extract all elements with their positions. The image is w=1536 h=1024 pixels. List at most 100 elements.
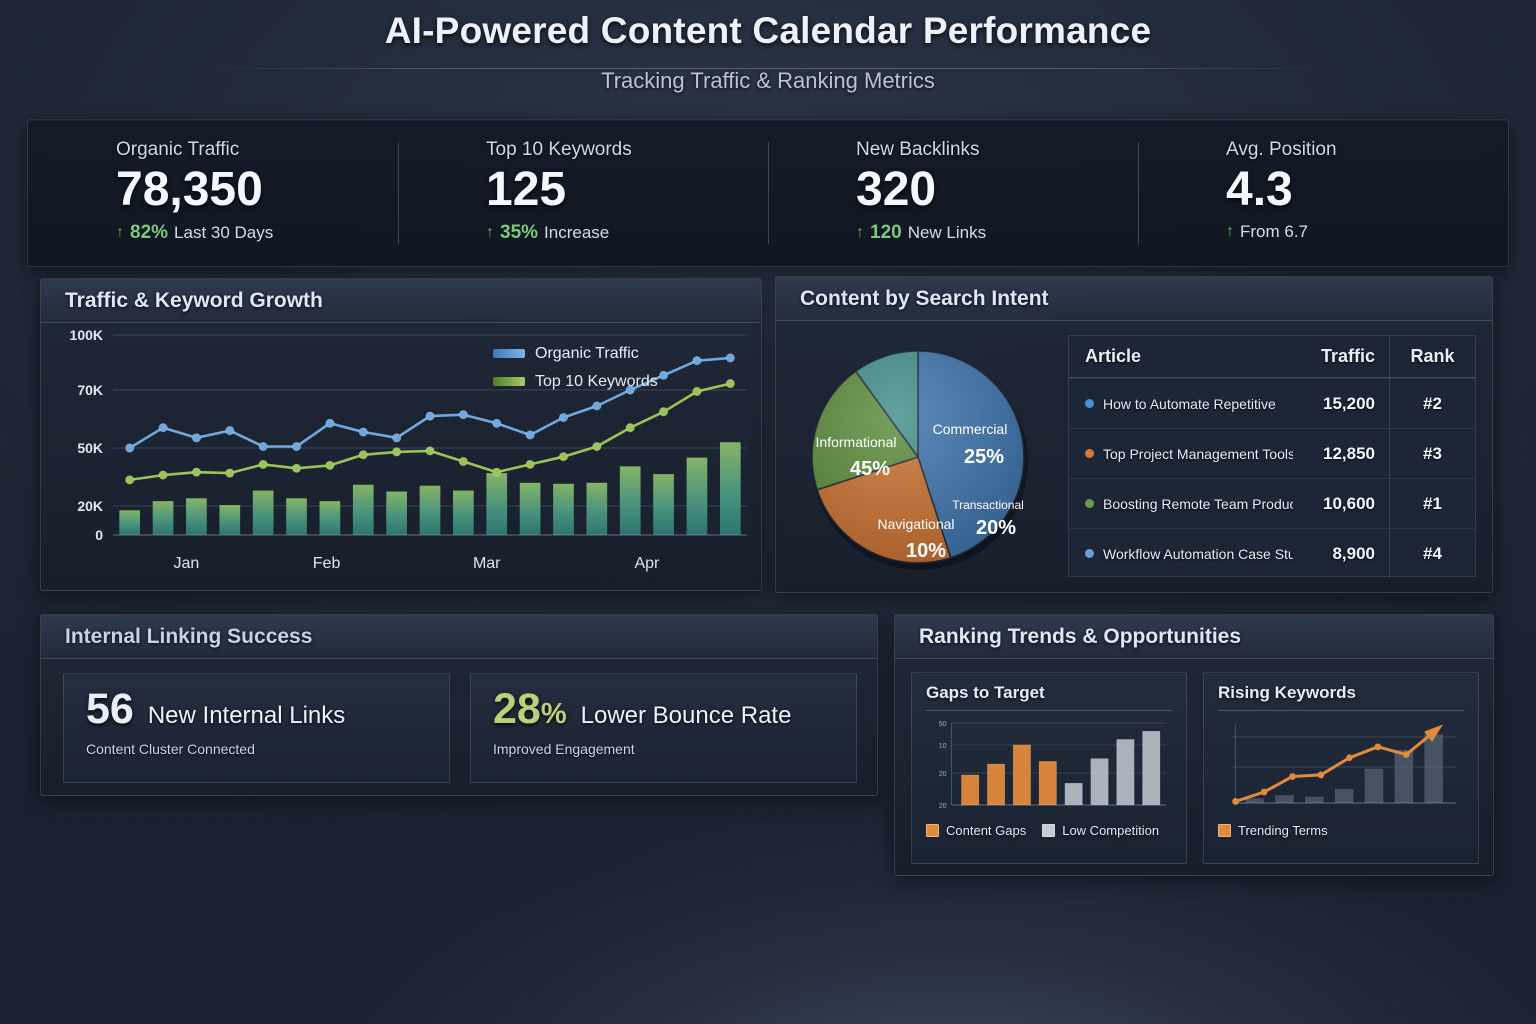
header-divider <box>198 68 1338 69</box>
panel-title: Ranking Trends & Opportunities <box>919 624 1242 648</box>
legend-item-low-competition: Low Competition <box>1042 823 1159 838</box>
kpi-card-organic-traffic[interactable]: Organic Traffic 78,350 ↑ 82% Last 30 Day… <box>28 120 398 266</box>
cell-rank: #1 <box>1389 479 1475 528</box>
pie-chart-svg: Informational 45% Commercial 25% Transaction… <box>811 350 1028 570</box>
kpi-delta-note: New Links <box>907 222 987 242</box>
status-dot-icon <box>1085 449 1094 458</box>
metric-number: 56 <box>86 685 134 733</box>
kpi-delta-value: 82% <box>130 221 169 243</box>
table-row[interactable]: Top Project Management Tools 12,850 #3 <box>1069 428 1475 478</box>
metric-subtext: Improved Engagement <box>493 741 635 757</box>
cell-rank: #2 <box>1389 379 1475 428</box>
y-axis-ticks: 0 20K 50K 70K 100K <box>70 327 104 543</box>
cell-article: Top Project Management Tools <box>1069 446 1293 462</box>
kpi-value: 125 <box>486 163 567 216</box>
cell-traffic: 8,900 <box>1332 543 1375 563</box>
table-row[interactable]: How to Automate Repetitive 15,200 #2 <box>1069 378 1475 428</box>
rising-keywords-card[interactable]: Rising Keywords Trending Terms <box>1203 672 1479 864</box>
kpi-card-new-backlinks[interactable]: New Backlinks 320 ↑ 120 New Links <box>768 120 1138 266</box>
panel-title: Traffic & Keyword Growth <box>65 288 323 312</box>
kpi-delta: ↑ 35% Increase <box>486 222 768 244</box>
arrow-up-icon: ↑ <box>1226 222 1234 240</box>
column-header-article: Article <box>1085 346 1142 366</box>
content-volume-bars <box>119 442 741 535</box>
traffic-chart[interactable]: 0 20K 50K 70K 100K Jan Feb Mar Apr Organic Traf… <box>41 323 763 592</box>
panel-header: Traffic & Keyword Growth <box>41 279 761 323</box>
internal-linking-success-panel: Internal Linking Success 56 New Internal… <box>40 614 878 796</box>
panel-header: Internal Linking Success <box>41 615 877 659</box>
panel-title: Internal Linking Success <box>65 624 313 648</box>
kpi-card-top-10-keywords[interactable]: Top 10 Keywords 125 ↑ 35% Increase <box>398 120 768 266</box>
svg-text:20K: 20K <box>77 498 103 514</box>
legend-label-top-keywords: Top 10 Keywords <box>535 373 658 390</box>
kpi-strip: Organic Traffic 78,350 ↑ 82% Last 30 Day… <box>27 119 1509 267</box>
pie-label-name: Commercial <box>933 421 1008 437</box>
metric-number: 28% <box>493 685 567 733</box>
kpi-delta-note: Last 30 Days <box>174 222 274 242</box>
legend-swatch-trending-terms <box>1218 824 1231 837</box>
kpi-delta-note: From 6.7 <box>1240 221 1309 241</box>
metric-card-new-internal-links[interactable]: 56 New Internal Links Content Cluster Co… <box>63 673 450 783</box>
panel-title: Content by Search Intent <box>800 286 1049 310</box>
kpi-value: 4.3 <box>1226 163 1293 216</box>
page-subtitle: Tracking Traffic & Ranking Metrics <box>601 68 935 93</box>
legend-label-low-competition: Low Competition <box>1062 823 1160 838</box>
cell-article: Workflow Automation Case Study <box>1069 546 1293 562</box>
svg-text:20: 20 <box>939 803 947 810</box>
series-lines <box>125 353 735 485</box>
legend-item-trending-terms: Trending Terms <box>1218 823 1328 838</box>
chart-legend[interactable]: Organic Traffic Top 10 Keywords <box>493 345 658 390</box>
kpi-delta: ↑ 120 New Links <box>856 222 1138 244</box>
kpi-delta: ↑ From 6.7 <box>1226 222 1508 242</box>
status-dot-icon <box>1085 499 1094 508</box>
divider <box>926 710 1172 711</box>
rising-legend: Trending Terms <box>1218 823 1464 838</box>
divider <box>1218 710 1464 711</box>
table-row[interactable]: Workflow Automation Case Study 8,900 #4 <box>1069 528 1475 578</box>
page-title: AI-Powered Content Calendar Performance <box>384 10 1152 51</box>
metric-subtext: Content Cluster Connected <box>86 741 255 757</box>
kpi-label: New Backlinks <box>856 139 980 160</box>
table-row[interactable]: Boosting Remote Team Producivity 10,600 … <box>1069 478 1475 528</box>
mini-chart-title: Rising Keywords <box>1218 683 1356 702</box>
kpi-label: Avg. Position <box>1226 139 1337 160</box>
rising-chart-svg <box>1231 724 1457 805</box>
pie-label-name: Navigational <box>877 516 954 532</box>
article-title: Boosting Remote Team Producivity <box>1103 495 1293 512</box>
metric-headline: Lower Bounce Rate <box>580 702 792 729</box>
gaps-to-target-card[interactable]: Gaps to Target 50 10 20 20 Content Gaps Low… <box>911 672 1187 864</box>
svg-text:10: 10 <box>939 743 947 750</box>
gaps-chart-content: 50 10 20 20 <box>939 721 1167 810</box>
article-title: Top Project Management Tools <box>1103 445 1293 462</box>
kpi-delta-value: 120 <box>870 221 902 243</box>
status-dot-icon <box>1085 549 1094 558</box>
search-intent-pie-chart[interactable]: Informational 45% Commercial 25% Transaction… <box>798 329 1068 581</box>
cell-article: Boosting Remote Team Producivity <box>1069 496 1293 512</box>
pie-label-percent: 10% <box>906 540 946 562</box>
metric-card-lower-bounce-rate[interactable]: 28% Lower Bounce Rate Improved Engagemen… <box>470 673 857 783</box>
svg-text:50K: 50K <box>77 440 103 456</box>
traffic-keyword-growth-panel: Traffic & Keyword Growth 0 20K 50K 70K 100K <box>40 278 762 591</box>
kpi-delta-note: Increase <box>544 222 610 242</box>
arrow-up-icon: ↑ <box>116 223 124 241</box>
svg-text:0: 0 <box>95 527 103 543</box>
ranking-trends-opportunities-panel: Ranking Trends & Opportunities Gaps to T… <box>894 614 1494 876</box>
status-dot-icon <box>1085 399 1094 408</box>
article-title: Workflow Automation Case Study <box>1103 545 1293 562</box>
legend-swatch-content-gaps <box>926 824 939 837</box>
pie-slice-labels: Informational 45% Commercial 25% Transaction… <box>816 421 1024 562</box>
pie-label-percent: 45% <box>850 458 890 480</box>
column-header-rank: Rank <box>1389 336 1475 377</box>
cell-traffic: 10,600 <box>1323 493 1375 513</box>
percent-symbol: % <box>540 698 567 730</box>
legend-label-organic-traffic: Organic Traffic <box>535 345 639 362</box>
svg-text:70K: 70K <box>77 382 103 398</box>
panel-header: Ranking Trends & Opportunities <box>895 615 1493 659</box>
arrow-up-icon: ↑ <box>856 223 864 241</box>
kpi-card-avg-position[interactable]: Avg. Position 4.3 ↑ From 6.7 <box>1138 120 1508 266</box>
pie-label-name: Informational <box>816 434 897 450</box>
kpi-delta: ↑ 82% Last 30 Days <box>116 222 398 244</box>
panel-header: Content by Search Intent <box>776 277 1492 321</box>
rising-keywords-chart <box>1218 715 1464 819</box>
content-by-search-intent-panel: Content by Search Intent Informational 45… <box>775 276 1493 593</box>
